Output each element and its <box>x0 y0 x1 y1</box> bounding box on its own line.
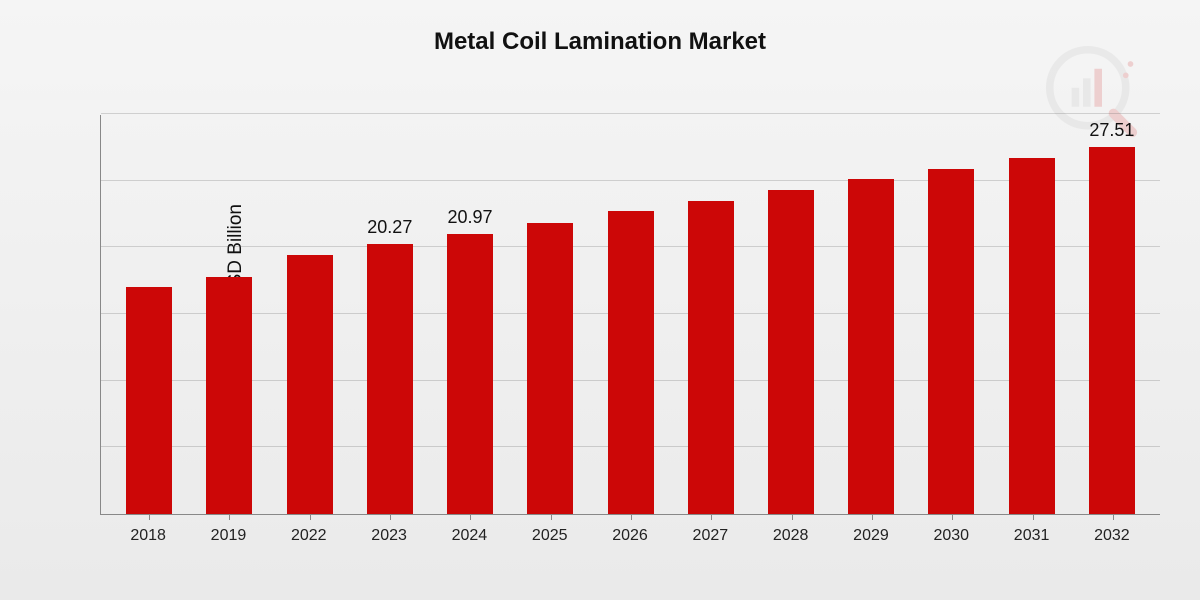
bar-column <box>751 190 831 514</box>
x-axis-label: 2023 <box>349 527 429 545</box>
x-axis-label: 2031 <box>991 527 1071 545</box>
grid-line <box>101 113 1160 114</box>
bar-column <box>992 158 1072 514</box>
x-axis-label: 2032 <box>1072 527 1152 545</box>
x-tick <box>390 514 391 520</box>
bar <box>1089 147 1135 514</box>
bar <box>768 190 814 514</box>
x-axis-labels: 2018201920222023202420252026202720282029… <box>100 527 1160 545</box>
x-tick <box>1033 514 1034 520</box>
bar <box>527 223 573 514</box>
x-tick <box>551 514 552 520</box>
bar-column <box>189 277 269 514</box>
bar-column <box>911 169 991 514</box>
x-tick <box>470 514 471 520</box>
bar-column <box>831 179 911 514</box>
bar <box>447 234 493 514</box>
plot-area: 20.2720.9727.51 <box>100 115 1160 515</box>
x-axis-label: 2030 <box>911 527 991 545</box>
x-axis-label: 2022 <box>269 527 349 545</box>
x-axis-label: 2029 <box>831 527 911 545</box>
bar <box>928 169 974 514</box>
x-tick <box>1113 514 1114 520</box>
x-axis-label: 2019 <box>188 527 268 545</box>
bar <box>848 179 894 514</box>
chart-title: Metal Coil Lamination Market <box>0 0 1200 66</box>
x-tick <box>149 514 150 520</box>
x-axis-label: 2024 <box>429 527 509 545</box>
x-axis-label: 2026 <box>590 527 670 545</box>
bar-column <box>109 287 189 514</box>
x-tick <box>631 514 632 520</box>
bar <box>1009 158 1055 514</box>
x-tick <box>872 514 873 520</box>
x-tick <box>792 514 793 520</box>
x-tick <box>711 514 712 520</box>
bars-container: 20.2720.9727.51 <box>101 115 1160 514</box>
bar-value-label: 20.27 <box>367 217 412 238</box>
bar <box>367 244 413 514</box>
bar-column: 20.97 <box>430 234 510 514</box>
bar-column <box>510 223 590 514</box>
bar-column: 27.51 <box>1072 147 1152 514</box>
x-tick <box>952 514 953 520</box>
bar-column <box>269 255 349 514</box>
bar-value-label: 27.51 <box>1089 120 1134 141</box>
bar-column <box>671 201 751 514</box>
x-axis-label: 2025 <box>510 527 590 545</box>
bar <box>206 277 252 514</box>
x-tick <box>229 514 230 520</box>
bar-value-label: 20.97 <box>448 207 493 228</box>
x-axis-label: 2028 <box>751 527 831 545</box>
bar <box>688 201 734 514</box>
bar-column: 20.27 <box>350 244 430 514</box>
chart-container: Market Value in USD Billion 20.2720.9727… <box>90 85 1170 555</box>
bar <box>126 287 172 514</box>
x-axis-label: 2018 <box>108 527 188 545</box>
bar <box>287 255 333 514</box>
x-axis-label: 2027 <box>670 527 750 545</box>
bar-column <box>590 211 670 514</box>
bar <box>608 211 654 514</box>
x-tick <box>310 514 311 520</box>
